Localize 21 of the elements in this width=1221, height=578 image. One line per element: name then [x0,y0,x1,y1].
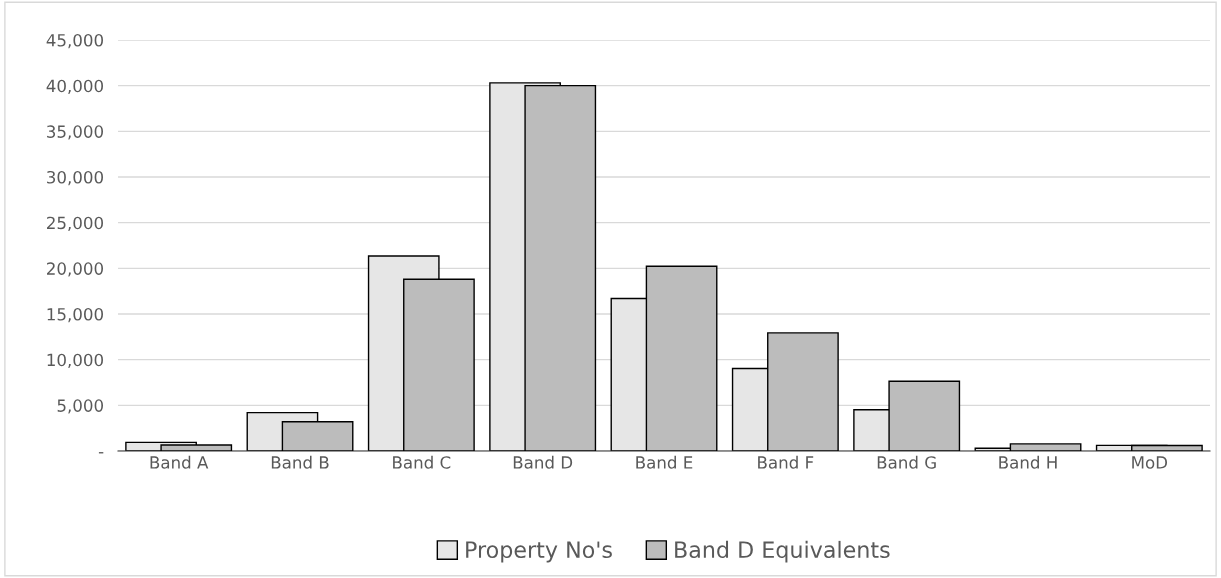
y-tick-label: - [98,452,104,454]
y-tick-label: 25,000 [47,216,103,231]
y-tick-label: 30,000 [47,170,103,186]
x-tick-label: Band C [393,455,451,469]
x-tick-label: MoD [1132,456,1168,469]
x-tick-label: Band F [758,455,814,469]
y-tick-label: 5,000 [57,399,103,414]
legend-label: Band D Equivalents [675,540,890,563]
y-tick-label: 15,000 [47,307,103,323]
x-tick-label: Band A [150,455,209,469]
x-tick-label: Band B [271,455,329,469]
x-tick-label: Band D [513,455,573,469]
y-tick-label: 10,000 [47,353,103,368]
y-tick-label: 45,000 [46,33,103,49]
y-tick-label: 35,000 [47,125,103,140]
legend-label: Property No's [466,541,612,563]
y-tick-label: 20,000 [47,262,103,277]
x-tick-label: Band G [877,455,936,469]
x-tick-label: Band E [636,455,693,469]
y-tick-label: 40,000 [46,79,103,94]
x-tick-label: Band H [999,455,1057,469]
